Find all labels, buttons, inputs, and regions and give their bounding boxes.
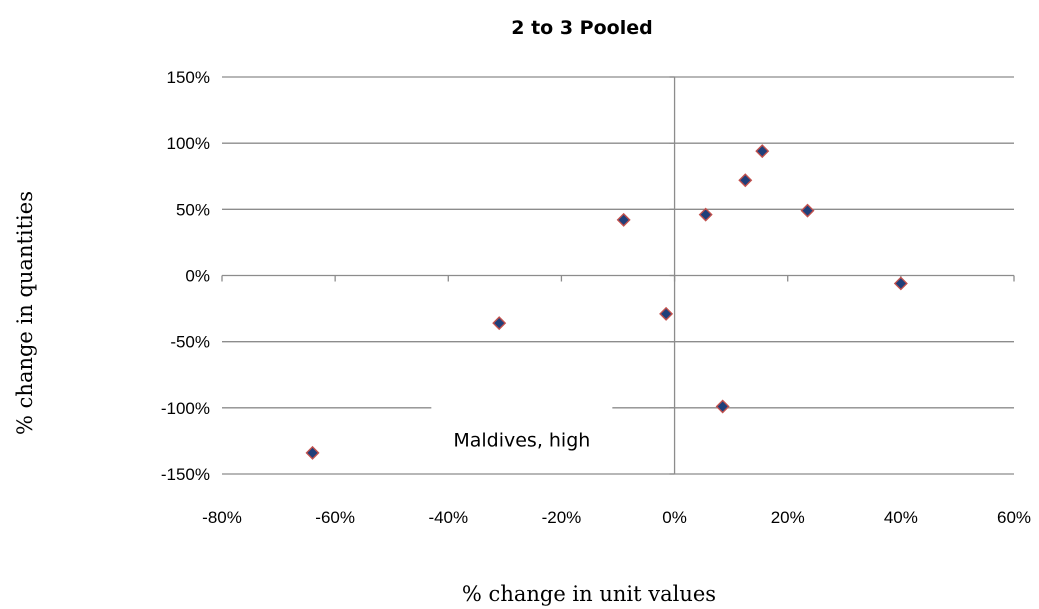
chart-title: 2 to 3 Pooled	[511, 17, 652, 39]
data-point	[755, 144, 770, 159]
data-point	[659, 306, 674, 321]
x-tick-label: -20%	[542, 508, 582, 527]
gridlines	[222, 76, 1014, 475]
annotations: Maldives, high	[431, 395, 613, 458]
data-point	[738, 173, 753, 188]
data-point	[893, 276, 908, 291]
axes	[221, 76, 1015, 475]
y-tick-label: 0%	[185, 267, 210, 286]
x-tick-label: 0%	[662, 508, 687, 527]
data-point	[492, 316, 507, 331]
x-axis-title: % change in unit values	[462, 582, 716, 606]
x-tick-labels: -80% -60% -40% -20% 0% 20% 40% 60%	[202, 508, 1031, 527]
y-tick-label: 100%	[167, 134, 210, 153]
y-tick-label: -150%	[161, 465, 210, 484]
data-point	[698, 207, 713, 222]
data-point	[800, 203, 815, 218]
x-tick-label: -60%	[315, 508, 355, 527]
y-tick-label: -100%	[161, 399, 210, 418]
annotation-label: Maldives, high	[453, 430, 590, 452]
data-point	[715, 399, 730, 414]
y-tick-label: 50%	[176, 200, 210, 219]
x-tick-label: 40%	[884, 508, 918, 527]
y-tick-label: 150%	[167, 68, 210, 87]
y-axis-title: % change in quantities	[13, 191, 37, 435]
x-tick-label: -80%	[202, 508, 242, 527]
data-points	[305, 144, 908, 460]
x-tick-label: 20%	[771, 508, 805, 527]
annotation-background	[431, 395, 613, 458]
data-point	[305, 445, 320, 460]
y-tick-labels: -150% -100% -50% 0% 50% 100% 150%	[161, 68, 210, 484]
x-tick-label: 60%	[997, 508, 1031, 527]
data-point	[616, 212, 631, 227]
x-tick-label: -40%	[428, 508, 468, 527]
y-tick-label: -50%	[170, 333, 210, 352]
